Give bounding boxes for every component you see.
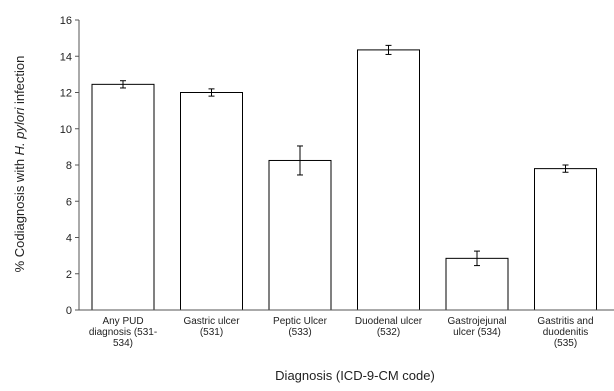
x-category-label: Duodenal ulcer (532) — [355, 316, 423, 338]
x-category-label-line: Duodenal ulcer — [355, 316, 423, 327]
y-tick-label: 14 — [60, 51, 72, 63]
x-category-label: Gastric ulcer (531) — [183, 316, 240, 338]
bar — [268, 159, 332, 311]
x-axis-title: Diagnosis (ICD-9-CM code) — [275, 368, 435, 383]
bar — [534, 168, 597, 311]
y-tick-label: 6 — [66, 196, 72, 208]
y-tick-label: 2 — [66, 269, 72, 281]
x-category-label: Any PUD diagnosis (531-534) — [89, 316, 157, 349]
y-tick-label: 16 — [60, 15, 72, 27]
x-category-label-line: (531) — [200, 327, 223, 338]
x-category-label-line: (533) — [288, 327, 311, 338]
x-category-label-line: duodenitis — [543, 327, 589, 338]
bar — [357, 49, 420, 311]
y-axis-title-part-1: % Codiagnosis with — [12, 155, 27, 272]
y-tick-label: 0 — [66, 305, 72, 317]
x-category-label-line: (532) — [377, 327, 400, 338]
x-category-label-line: 534) — [113, 338, 133, 349]
y-axis-title-italic: H. pylori — [12, 107, 27, 156]
x-category-label: Gastritis and duodenitis (535) — [537, 316, 593, 349]
x-category-label: Peptic Ulcer (533) — [273, 316, 328, 338]
x-category-label-line: diagnosis (531- — [89, 327, 157, 338]
x-category-label-line: ulcer (534) — [453, 327, 501, 338]
bar — [445, 257, 509, 311]
y-tick-label: 4 — [66, 233, 72, 245]
x-category-label-line: Peptic Ulcer — [273, 316, 328, 327]
y-tick-label: 10 — [60, 124, 72, 136]
x-category-label-line: (535) — [554, 338, 577, 349]
x-category-label-line: Gastritis and — [537, 316, 593, 327]
bar — [180, 92, 243, 311]
x-category-label: Gastrojejunal ulcer (534) — [448, 316, 507, 338]
y-tick-label: 8 — [66, 160, 72, 172]
y-ticks-layer: 0 2 4 6 8 10 12 14 16 — [60, 15, 79, 317]
y-axis-title: % Codiagnosis with H. pylori infection — [12, 56, 27, 273]
bars-layer — [91, 49, 597, 311]
bar — [91, 83, 155, 311]
x-category-label-line: Gastrojejunal — [448, 316, 507, 327]
error-bars-layer — [120, 44, 569, 267]
axes-layer — [78, 20, 614, 311]
x-labels-layer: Any PUD diagnosis (531-534)Gastric ulcer(… — [89, 316, 594, 349]
y-tick-label: 12 — [60, 88, 72, 100]
x-category-label-line: Any PUD — [102, 316, 143, 327]
x-category-label-line: Gastric ulcer — [183, 316, 240, 327]
y-axis-title-part-3: infection — [12, 56, 27, 108]
